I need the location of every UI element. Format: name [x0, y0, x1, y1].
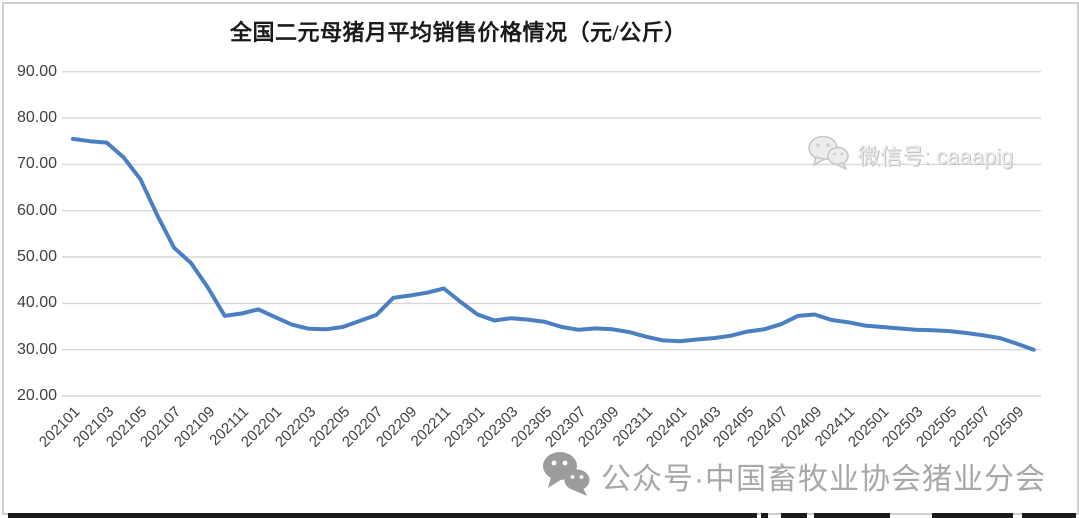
- y-tick-label: 60.00: [16, 201, 57, 219]
- chart-title: 全国二元母猪月平均销售价格情况（元/公斤）: [230, 20, 687, 45]
- watermark-bottom: 公众号·中国畜牧业协会猪业分会: [541, 450, 1046, 502]
- y-tick-label: 30.00: [16, 340, 57, 358]
- y-tick-label: 70.00: [16, 155, 57, 173]
- y-tick-label: 90.00: [16, 62, 57, 80]
- y-tick-label: 80.00: [16, 109, 57, 126]
- y-tick-label: 50.00: [16, 248, 57, 265]
- y-tick-label: 40.00: [16, 294, 57, 312]
- watermark-top: 微信号: caaapig: [806, 134, 1013, 175]
- watermark-top-text: 微信号: caaapig: [858, 143, 1014, 169]
- wechat-icon: [806, 134, 850, 175]
- price-series-line: [71, 136, 1036, 352]
- wechat-icon: [541, 450, 591, 502]
- watermark-bottom-text: 公众号·中国畜牧业协会猪业分会: [601, 463, 1046, 496]
- y-tick-label: 20.00: [16, 387, 57, 404]
